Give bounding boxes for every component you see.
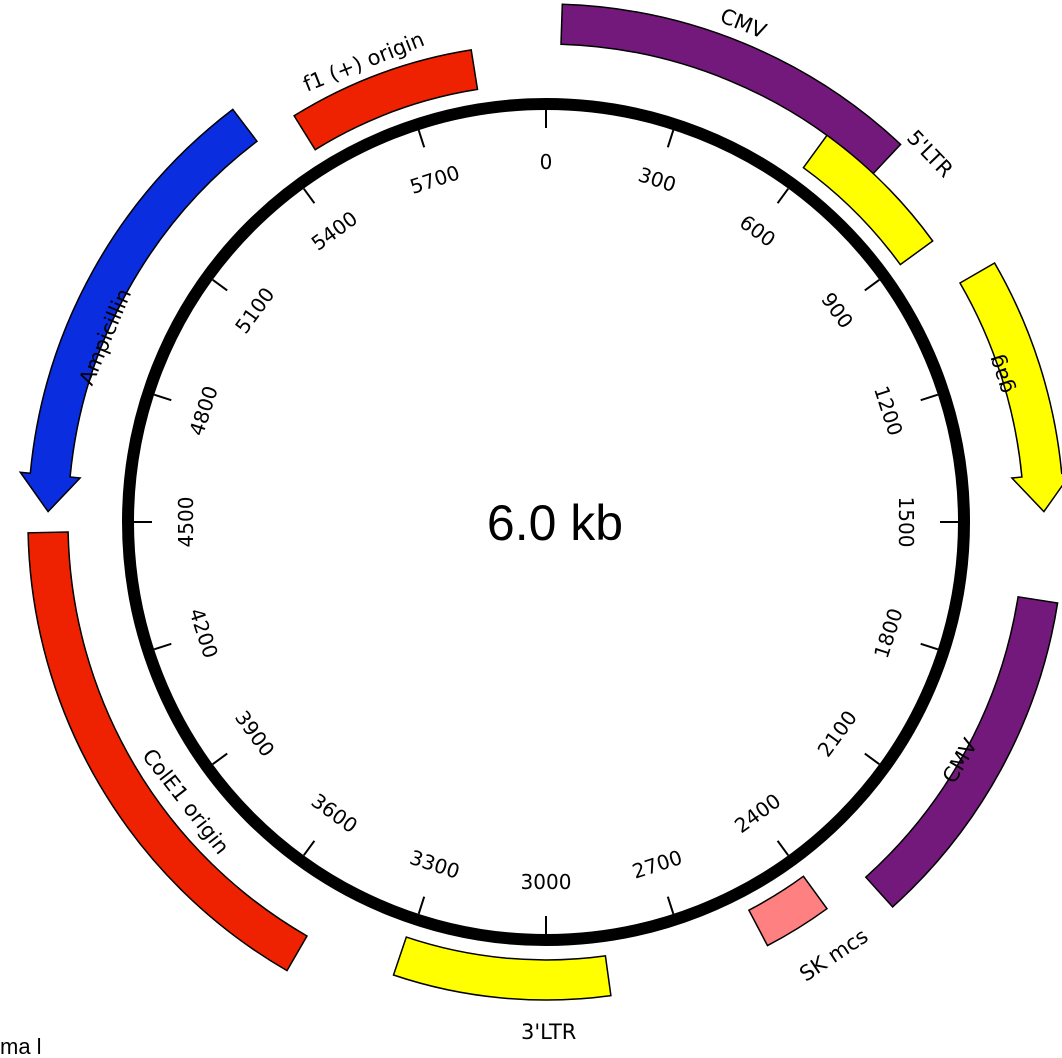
tick-mark bbox=[666, 896, 675, 915]
tick-label: 2100 bbox=[813, 706, 862, 761]
tick-label: 300 bbox=[635, 162, 679, 197]
tick-mark bbox=[417, 896, 426, 915]
plasmid-backbone bbox=[122, 98, 970, 946]
feature-arc-cmv-1 bbox=[560, 3, 902, 175]
tick-label: 3600 bbox=[307, 789, 362, 838]
feature-label-ltr-3: 3'LTR bbox=[521, 1020, 576, 1044]
tick-mark bbox=[776, 840, 790, 856]
feature-arc-cmv-2 bbox=[864, 595, 1059, 908]
tick-mark bbox=[153, 642, 172, 651]
tick-mark bbox=[212, 278, 228, 292]
tick-label: 600 bbox=[735, 210, 780, 252]
tick-label: 5400 bbox=[307, 206, 362, 255]
tick-label: 4200 bbox=[184, 605, 223, 661]
tick-label: 3000 bbox=[521, 870, 572, 894]
tick-mark bbox=[920, 393, 939, 402]
feature-arc-sk-mcs bbox=[747, 875, 829, 947]
feature-arc-ltr-5 bbox=[802, 134, 934, 266]
plasmid-size-label: 6.0 kb bbox=[487, 495, 623, 551]
feature-arc-f1 bbox=[293, 49, 479, 151]
tick-label: 900 bbox=[816, 288, 858, 333]
feature-label-sk-mcs: SK mcs bbox=[795, 924, 872, 986]
corner-text: ma l bbox=[0, 1034, 42, 1058]
feature-arc-gag bbox=[958, 261, 1062, 513]
feature-arc-cole1 bbox=[27, 531, 309, 972]
tick-label: 1500 bbox=[894, 497, 918, 548]
tick-mark bbox=[666, 129, 675, 148]
tick-mark bbox=[302, 188, 316, 204]
tick-mark bbox=[212, 752, 228, 766]
tick-label: 2400 bbox=[730, 789, 785, 838]
tick-mark bbox=[864, 278, 880, 292]
tick-mark bbox=[776, 188, 790, 204]
tick-mark bbox=[302, 840, 316, 856]
feature-arc-ltr-3 bbox=[392, 936, 612, 1001]
tick-mark bbox=[920, 642, 939, 651]
feature-arcs bbox=[18, 3, 1062, 1001]
tick-label: 4500 bbox=[174, 497, 198, 548]
tick-mark bbox=[864, 752, 880, 766]
tick-label: 3300 bbox=[407, 845, 463, 884]
tick-label: 5100 bbox=[230, 283, 279, 338]
tick-label: 2700 bbox=[629, 845, 685, 884]
tick-label: 5700 bbox=[407, 160, 463, 199]
tick-label: 4800 bbox=[184, 383, 223, 439]
tick-label: 3900 bbox=[230, 706, 279, 761]
tick-mark bbox=[417, 129, 426, 148]
tick-label: 1800 bbox=[869, 605, 908, 661]
tick-label: 0 bbox=[540, 150, 553, 174]
tick-mark bbox=[153, 393, 172, 402]
tick-label: 1200 bbox=[869, 383, 908, 439]
feature-arc-amp bbox=[18, 108, 259, 513]
feature-label-ltr-5: 5'LTR bbox=[902, 126, 958, 183]
